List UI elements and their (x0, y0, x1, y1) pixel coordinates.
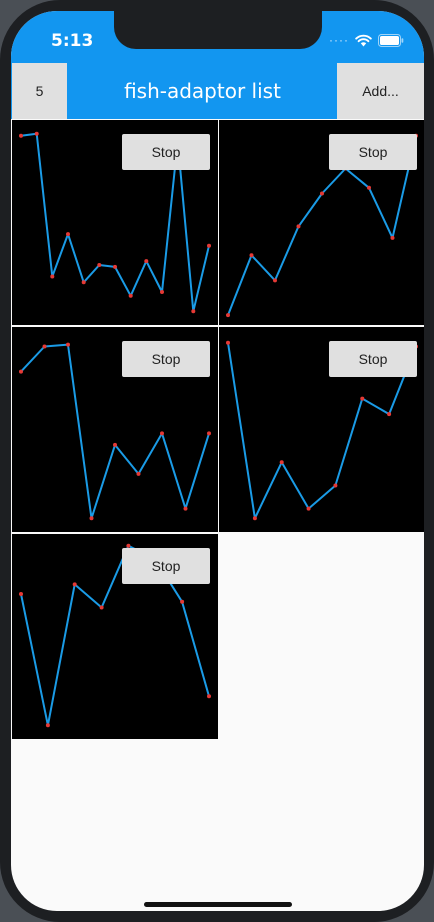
stop-button[interactable]: Stop (329, 341, 417, 377)
data-point (296, 224, 301, 229)
line-chart (226, 133, 418, 318)
line-chart (19, 543, 211, 728)
adaptor-tile: Stop (12, 120, 218, 325)
data-point (136, 471, 141, 476)
line-chart (19, 342, 211, 521)
data-point (113, 442, 117, 447)
data-point (387, 412, 392, 417)
data-point (81, 280, 86, 285)
data-point (306, 506, 311, 511)
data-point (19, 133, 23, 138)
page-title: fish-adaptor list (124, 79, 281, 103)
data-point (207, 243, 211, 248)
add-button[interactable]: Add... (337, 63, 424, 119)
app-bar: 5 fish-adaptor list Add... (11, 63, 424, 119)
adaptor-tile: Stop (12, 534, 218, 739)
stop-button[interactable]: Stop (329, 134, 417, 170)
data-point (128, 293, 133, 298)
data-point (160, 431, 164, 436)
data-point (183, 506, 188, 511)
data-point (50, 274, 55, 279)
battery-icon (378, 33, 404, 47)
data-point (160, 290, 164, 294)
data-point (66, 342, 70, 347)
data-point (333, 483, 338, 488)
data-point (273, 278, 277, 283)
data-point (191, 309, 196, 314)
screen: 5:13 ···· 5 fish-adaptor list Add... (11, 11, 424, 911)
data-point (207, 431, 211, 436)
adaptor-tile: Stop (219, 120, 424, 325)
series-line (227, 342, 417, 520)
data-point (126, 543, 131, 548)
data-point (99, 605, 104, 610)
data-point (390, 235, 395, 240)
stop-button[interactable]: Stop (122, 134, 210, 170)
data-point (180, 599, 185, 604)
data-point (207, 694, 211, 699)
signal-dots-icon: ···· (329, 33, 349, 47)
adaptor-tile: Stop (12, 327, 218, 532)
home-indicator (144, 902, 292, 907)
data-point (144, 259, 149, 264)
status-time: 5:13 (51, 31, 94, 51)
wifi-icon (355, 34, 372, 46)
stop-button[interactable]: Stop (122, 548, 210, 584)
data-point (320, 191, 324, 196)
data-point (226, 313, 230, 318)
data-point (66, 232, 70, 237)
data-point (45, 723, 50, 728)
data-point (226, 340, 230, 345)
data-point (72, 582, 77, 587)
data-point (42, 344, 47, 349)
data-point (113, 264, 117, 269)
data-point (19, 592, 23, 596)
line-chart (226, 340, 418, 521)
series-line (20, 544, 210, 727)
data-point (367, 185, 371, 190)
data-point (252, 516, 257, 521)
device-notch (114, 11, 322, 49)
stop-button[interactable]: Stop (122, 341, 210, 377)
data-point (249, 253, 254, 258)
data-point (19, 369, 23, 374)
data-point (89, 516, 94, 521)
data-point (279, 460, 284, 465)
adaptor-tile: Stop (219, 327, 424, 532)
status-icons: ···· (329, 33, 404, 47)
count-button[interactable]: 5 (12, 63, 67, 119)
data-point (360, 396, 365, 401)
data-point (97, 263, 102, 267)
data-point (34, 131, 39, 136)
